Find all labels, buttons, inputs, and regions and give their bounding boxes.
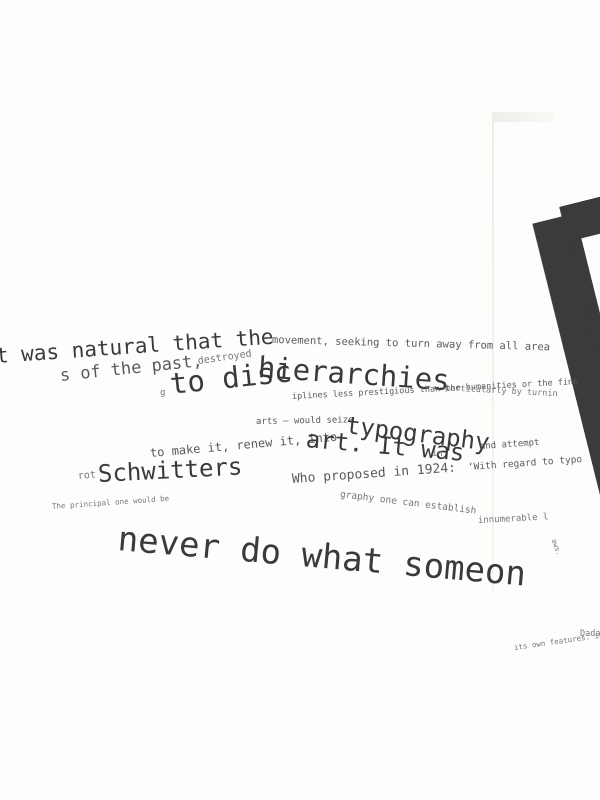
text-fragment-g: g <box>160 388 166 398</box>
paper-edge-line <box>492 112 494 592</box>
text-fragment-rot: rot <box>77 469 97 482</box>
text-fragment-principal: The principal one would be <box>51 493 170 511</box>
large-letterform-graphic <box>512 161 600 549</box>
text-fragment-never-do-what-someone: never do what someon <box>116 519 528 595</box>
text-fragment-dada: Dada <box>580 629 600 639</box>
text-fragment-own-features: its own features. its ot <box>513 628 600 652</box>
text-fragment-innumerable: innumerable l <box>477 512 549 526</box>
text-fragment-arts: arts – would seize <box>255 415 354 427</box>
text-fragment-movement: movement, seeking to turn away from all … <box>271 334 551 354</box>
paper-edge-fold <box>494 112 554 122</box>
text-fragment-in: in <box>432 449 443 459</box>
text-fragment-schwitters: Schwitters <box>97 452 244 488</box>
text-fragment-with-regard: ‘With regard to typo <box>467 454 583 473</box>
text-fragment-who-proposed: Who proposed in 1924: <box>291 460 457 487</box>
text-fragment-graphy-establish: graphy one can establish <box>339 489 477 517</box>
text-fragment-and-attempt: and attempt <box>479 437 540 452</box>
text-fragment-laws: aws. <box>549 537 563 557</box>
